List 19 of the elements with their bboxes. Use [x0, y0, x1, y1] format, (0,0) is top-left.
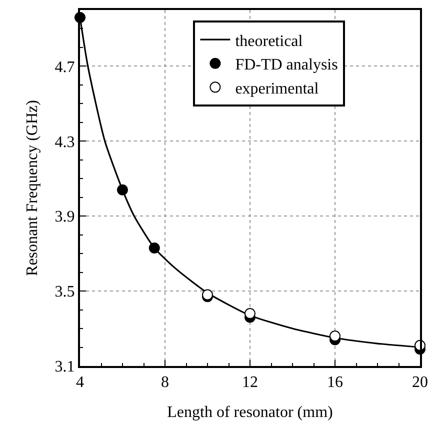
- x-tick-label: 4: [76, 374, 84, 392]
- x-tick-label: 20: [412, 374, 428, 392]
- y-tick-label: 3.1: [54, 358, 75, 376]
- y-tick-label: 3.9: [54, 208, 75, 226]
- point: [148, 242, 160, 254]
- y-tick-label: 3.5: [54, 284, 75, 301]
- legend-label: experimental: [235, 80, 320, 98]
- legend-label: theoretical: [235, 32, 304, 50]
- y-tick-label: 4.3: [54, 134, 75, 151]
- y-tick-label: 4.7: [54, 58, 75, 76]
- point: [244, 308, 256, 320]
- x-tick-label: 8: [161, 374, 169, 392]
- point: [330, 330, 340, 342]
- x-tick-label: 16: [327, 374, 343, 392]
- legend-label: FD-TD analysis: [235, 56, 338, 74]
- x-axis-title: Length of resonator (mm): [167, 404, 333, 421]
- x-tick-label: 12: [242, 374, 258, 392]
- point: [117, 184, 128, 196]
- y-axis-title: Resonant Frequency (GHz): [24, 100, 41, 276]
